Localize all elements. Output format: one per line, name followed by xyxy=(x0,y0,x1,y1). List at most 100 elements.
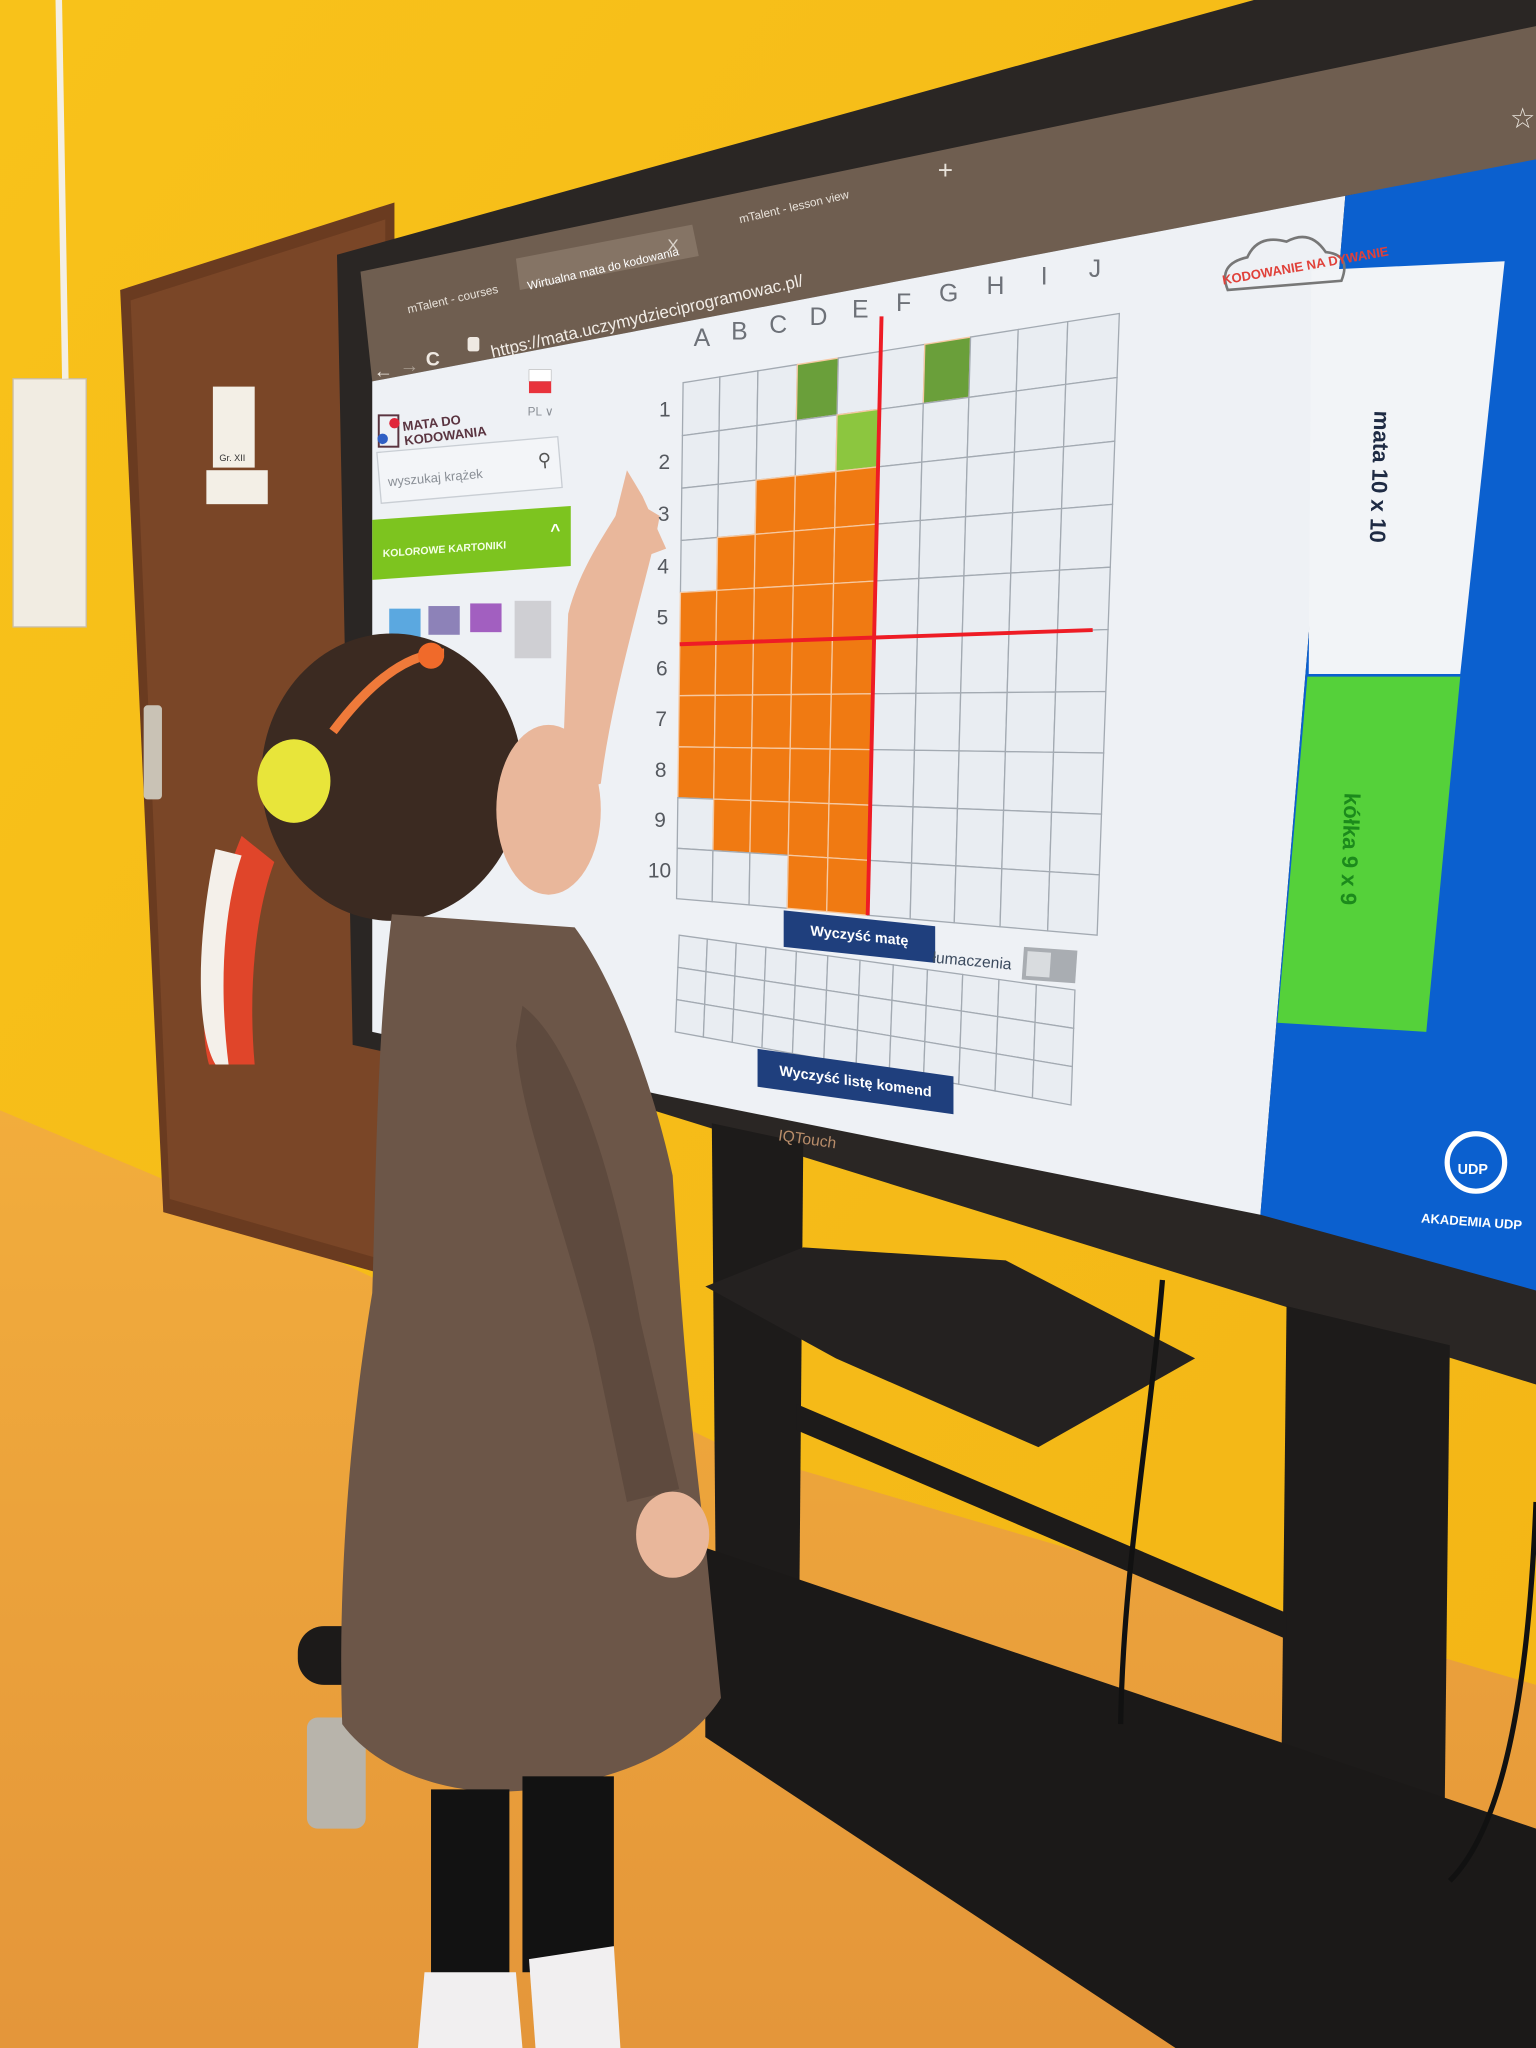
command-slot[interactable] xyxy=(825,955,861,996)
command-slot[interactable] xyxy=(731,1008,764,1049)
mat-cell[interactable] xyxy=(756,363,799,427)
command-slot[interactable] xyxy=(995,1015,1036,1061)
close-tab-icon[interactable]: X xyxy=(667,235,679,255)
mat-cell[interactable] xyxy=(918,515,967,580)
mat-cell[interactable] xyxy=(787,801,830,859)
back-button[interactable]: ← xyxy=(373,360,394,383)
command-slot[interactable] xyxy=(793,984,828,1026)
command-slot[interactable] xyxy=(732,975,766,1016)
mat-cell[interactable] xyxy=(717,424,758,485)
mat-cell[interactable] xyxy=(681,376,721,437)
color-swatch[interactable] xyxy=(514,600,552,659)
command-slot[interactable] xyxy=(1034,983,1076,1030)
mat-cell[interactable] xyxy=(1054,628,1109,693)
command-slot[interactable] xyxy=(734,942,767,982)
mat-cell[interactable] xyxy=(827,802,871,862)
door-handle[interactable] xyxy=(143,705,162,800)
mat-cell[interactable] xyxy=(1002,750,1055,813)
mat-cell[interactable] xyxy=(868,804,914,864)
mat-cell[interactable] xyxy=(832,523,878,585)
mat-cell[interactable] xyxy=(836,350,882,416)
mat-cell[interactable] xyxy=(867,859,913,920)
mat-cell[interactable] xyxy=(679,589,718,645)
reload-button[interactable]: C xyxy=(425,348,440,371)
mat-cell[interactable] xyxy=(711,849,751,906)
mat-cell[interactable] xyxy=(675,847,714,903)
mat-cell[interactable] xyxy=(829,693,874,751)
mat-cell[interactable] xyxy=(789,693,832,750)
mat-cell[interactable] xyxy=(1006,630,1059,694)
mat-cell[interactable] xyxy=(915,633,963,695)
command-slot[interactable] xyxy=(959,1010,999,1055)
command-slot[interactable] xyxy=(794,950,829,992)
mat-cell[interactable] xyxy=(1052,690,1107,754)
search-icon[interactable]: ⚲ xyxy=(536,448,553,471)
color-swatch[interactable] xyxy=(428,606,460,635)
command-slot[interactable] xyxy=(958,1046,998,1092)
mat-cell[interactable] xyxy=(1015,320,1069,392)
mat-cell[interactable] xyxy=(1062,376,1118,448)
mat-cell[interactable] xyxy=(963,512,1014,577)
mat-cell[interactable] xyxy=(1004,691,1057,753)
mat-cell[interactable] xyxy=(716,479,757,539)
mat-cell[interactable] xyxy=(872,635,919,695)
command-slot[interactable] xyxy=(1031,1059,1073,1106)
chevron-up-icon[interactable]: ^ xyxy=(550,519,561,541)
command-slot[interactable] xyxy=(824,989,860,1031)
mat-cell[interactable] xyxy=(713,694,754,749)
mat-cell[interactable] xyxy=(793,470,837,532)
mat-cell[interactable] xyxy=(1056,566,1111,632)
mat-cell[interactable] xyxy=(873,577,920,639)
command-slot[interactable] xyxy=(677,934,708,973)
command-slot[interactable] xyxy=(704,970,736,1011)
mat-cell[interactable] xyxy=(752,585,794,643)
mat-cell[interactable] xyxy=(916,575,965,637)
mat-cell[interactable] xyxy=(1011,446,1065,514)
language-selector[interactable]: PL ∨ xyxy=(528,405,554,419)
flag-pl-icon[interactable] xyxy=(528,369,552,394)
command-slot[interactable] xyxy=(891,964,929,1007)
mat-cell[interactable] xyxy=(922,336,972,405)
mat-cell[interactable] xyxy=(835,408,881,473)
mat-cell[interactable] xyxy=(678,642,717,697)
translations-toggle[interactable] xyxy=(1021,946,1078,984)
command-slot[interactable] xyxy=(960,973,1000,1018)
mat-cell[interactable] xyxy=(1064,312,1121,386)
mat-cell[interactable] xyxy=(921,396,970,463)
mat-cell[interactable] xyxy=(874,519,921,582)
mat-cell[interactable] xyxy=(968,328,1019,399)
mat-cell[interactable] xyxy=(955,807,1005,870)
mat-cell[interactable] xyxy=(956,750,1007,812)
new-tab-button[interactable]: + xyxy=(937,156,954,186)
mat-cell[interactable] xyxy=(791,582,835,642)
command-slot[interactable] xyxy=(763,946,798,987)
mat-cell[interactable] xyxy=(1046,871,1100,936)
mat-cell[interactable] xyxy=(869,748,916,808)
mat-cell[interactable] xyxy=(677,746,716,800)
card-kolka-9x9[interactable] xyxy=(1277,676,1461,1032)
command-slot[interactable] xyxy=(762,979,796,1021)
mat-cell[interactable] xyxy=(749,799,790,856)
command-slot[interactable] xyxy=(994,1052,1035,1099)
mat-cell[interactable] xyxy=(1060,440,1116,510)
command-slot[interactable] xyxy=(889,999,927,1043)
mat-cell[interactable] xyxy=(1001,809,1053,873)
command-slot[interactable] xyxy=(856,994,893,1037)
mat-cell[interactable] xyxy=(999,868,1051,932)
mat-cell[interactable] xyxy=(748,852,789,909)
mat-cell[interactable] xyxy=(786,854,829,913)
mat-cell[interactable] xyxy=(751,639,793,696)
mat-cell[interactable] xyxy=(1048,811,1103,876)
mat-cell[interactable] xyxy=(826,857,870,916)
mat-cell[interactable] xyxy=(716,533,756,592)
mat-cell[interactable] xyxy=(1010,507,1063,574)
mat-cell[interactable] xyxy=(1008,569,1061,634)
mat-cell[interactable] xyxy=(1013,383,1067,453)
mat-cell[interactable] xyxy=(953,865,1003,928)
mat-cell[interactable] xyxy=(909,862,957,924)
mat-cell[interactable] xyxy=(964,451,1016,518)
mat-cell[interactable] xyxy=(831,580,877,640)
mat-cell[interactable] xyxy=(712,798,752,854)
mat-cell[interactable] xyxy=(834,466,879,529)
mat-cell[interactable] xyxy=(750,693,792,750)
